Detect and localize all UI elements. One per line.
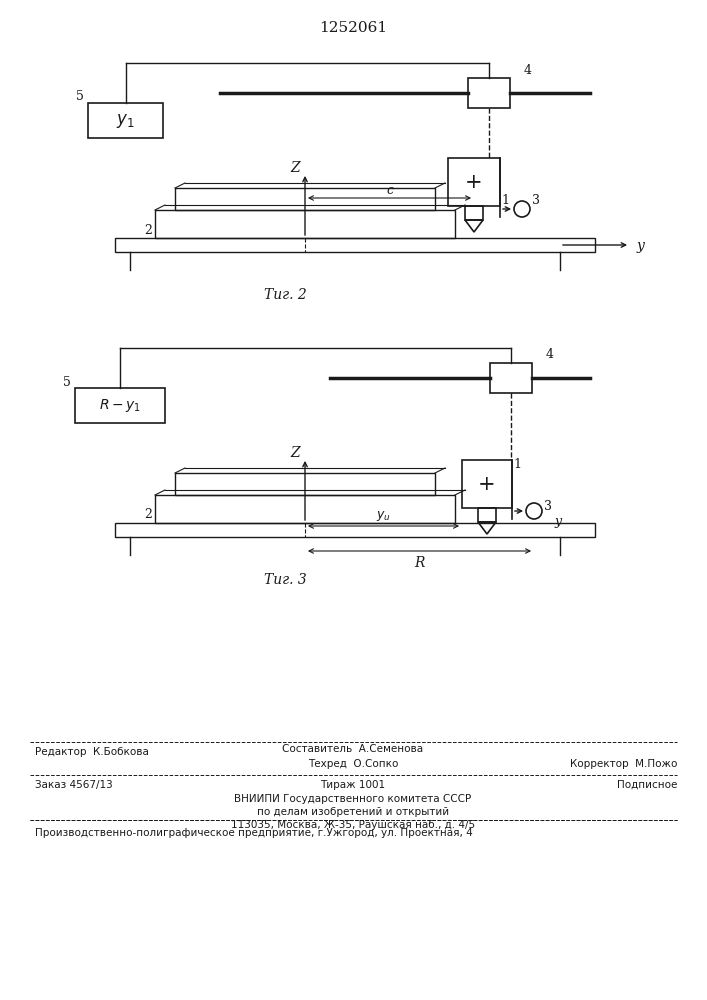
Bar — [175, 188, 435, 210]
Text: по делам изобретений и открытий: по делам изобретений и открытий — [257, 807, 449, 817]
Text: R: R — [414, 556, 425, 570]
Text: 3: 3 — [544, 499, 552, 512]
Bar — [155, 495, 455, 523]
Bar — [88, 103, 163, 138]
Text: +: + — [465, 172, 483, 192]
Text: 113035, Москва, Ж-35, Раушская наб., д. 4/5: 113035, Москва, Ж-35, Раушская наб., д. … — [231, 820, 475, 830]
Text: y: y — [637, 239, 645, 253]
Bar — [448, 158, 500, 206]
Text: 3: 3 — [532, 194, 540, 208]
Bar — [175, 473, 435, 495]
Bar — [478, 508, 496, 522]
Text: 4: 4 — [546, 349, 554, 361]
Text: 1: 1 — [501, 194, 509, 208]
Text: y: y — [554, 514, 561, 528]
Text: c: c — [386, 184, 393, 196]
Bar — [115, 523, 595, 537]
Text: 5: 5 — [76, 91, 84, 104]
Bar — [468, 78, 510, 108]
Text: Z: Z — [291, 446, 300, 460]
Text: Τиг. 2: Τиг. 2 — [264, 288, 306, 302]
Bar — [115, 238, 595, 252]
Text: 4: 4 — [524, 64, 532, 77]
Text: $R-y_1$: $R-y_1$ — [99, 397, 141, 414]
Text: 1252061: 1252061 — [319, 21, 387, 35]
Text: Заказ 4567/13: Заказ 4567/13 — [35, 780, 112, 790]
Bar — [75, 388, 165, 423]
Text: Составитель  А.Семенова: Составитель А.Семенова — [282, 744, 423, 754]
Text: Подписное: Подписное — [617, 780, 677, 790]
Text: 2: 2 — [144, 224, 152, 236]
Text: +: + — [478, 475, 496, 493]
Bar — [462, 460, 512, 508]
Text: Тираж 1001: Тираж 1001 — [320, 780, 385, 790]
Text: $y_1$: $y_1$ — [116, 111, 135, 129]
Text: 5: 5 — [63, 375, 71, 388]
Text: Z: Z — [291, 161, 300, 175]
Text: Редактор  К.Бобкова: Редактор К.Бобкова — [35, 747, 149, 757]
Text: 1: 1 — [513, 458, 521, 472]
Text: $y_u$: $y_u$ — [376, 509, 391, 523]
Text: Τиг. 3: Τиг. 3 — [264, 573, 306, 587]
Text: Корректор  М.Пожо: Корректор М.Пожо — [570, 759, 677, 769]
Text: ВНИИПИ Государственного комитета СССР: ВНИИПИ Государственного комитета СССР — [235, 794, 472, 804]
Bar — [490, 363, 532, 393]
Text: Производственно-полиграфическое предприятие, г.Ужгород, ул. Проектная, 4: Производственно-полиграфическое предприя… — [35, 828, 473, 838]
Text: Техред  О.Сопко: Техред О.Сопко — [308, 759, 398, 769]
Bar — [465, 206, 483, 220]
Text: 2: 2 — [144, 508, 152, 522]
Bar — [155, 210, 455, 238]
